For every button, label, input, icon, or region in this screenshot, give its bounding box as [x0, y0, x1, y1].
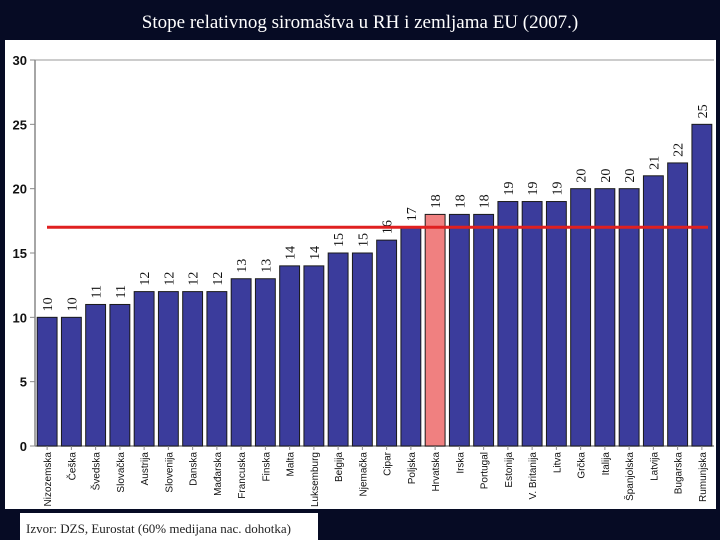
category-label: Latvija [649, 452, 660, 481]
bar-value-label: 20 [599, 169, 614, 183]
category-label: Italija [601, 452, 612, 476]
bar [60, 316, 82, 447]
category-label: Austrija [140, 452, 151, 486]
category-label: Njemačka [358, 452, 369, 497]
bar [303, 265, 325, 447]
bar-value-label: 15 [332, 233, 347, 247]
category-label: Slovačka [116, 452, 127, 493]
bar-value-label: 19 [502, 182, 517, 196]
bar [521, 201, 543, 447]
bar-value-label: 10 [41, 297, 56, 311]
left-frame [0, 40, 5, 540]
bar-value-label: 11 [114, 285, 129, 298]
bar-value-label: 25 [696, 104, 711, 118]
bar-value-label: 19 [526, 182, 541, 196]
category-label: Hrvatska [431, 452, 442, 492]
category-label: Grčka [577, 452, 588, 479]
bar-value-label: 12 [162, 272, 177, 286]
bar [157, 291, 179, 447]
bar-value-label: 17 [405, 207, 420, 221]
category-label: Portugal [480, 452, 491, 489]
category-label: Luksemburg [310, 452, 321, 507]
source-note: Izvor: DZS, Eurostat (60% medijana nac. … [26, 521, 291, 536]
bar [424, 213, 446, 447]
category-label: Slovenija [164, 452, 175, 493]
bar [85, 303, 107, 447]
bar [691, 123, 713, 447]
category-label: Mađarska [213, 452, 224, 496]
bar [497, 201, 519, 447]
bar [182, 291, 204, 447]
y-tick-label: 10 [13, 310, 27, 325]
bar-value-label: 13 [235, 259, 250, 273]
bar-chart: 0 5 10 15 20 25 30 10 Nizozemska 10 Češka 11 Švedska… [5, 40, 716, 509]
bar-value-label: 21 [647, 156, 662, 170]
bar-value-label: 14 [284, 246, 299, 260]
source-box [20, 513, 318, 540]
category-label: Belgija [334, 452, 345, 482]
bar [254, 278, 276, 447]
bar [133, 291, 155, 447]
category-label: V. Britanija [528, 452, 539, 500]
page-title: Stope relativnog siromaštva u RH i zemlj… [141, 12, 579, 33]
bar-value-label: 12 [138, 272, 153, 286]
category-label: Danska [189, 452, 200, 486]
category-label: Španjolska [623, 452, 636, 501]
category-label: Bugarska [674, 452, 685, 495]
category-label: Švedska [90, 452, 103, 491]
bar-value-label: 22 [672, 143, 687, 157]
bar [642, 175, 664, 447]
bar [206, 291, 228, 447]
bar-value-label: 14 [308, 246, 323, 260]
bar-value-label: 11 [90, 285, 105, 298]
bar [279, 265, 301, 447]
y-tick-label: 30 [13, 53, 27, 68]
y-tick-label: 25 [13, 117, 27, 132]
category-label: Irska [455, 452, 466, 474]
right-frame [716, 40, 720, 540]
category-label: Poljska [407, 452, 418, 485]
category-label: Malta [286, 452, 297, 477]
bar-value-label: 12 [211, 272, 226, 286]
category-label: Finska [261, 452, 272, 482]
bar [376, 239, 398, 447]
category-label: Češka [65, 452, 78, 481]
bar-value-label: 12 [187, 272, 202, 286]
bar [667, 162, 689, 447]
bar [109, 303, 131, 447]
bar-value-label: 20 [623, 169, 638, 183]
bar-value-label: 18 [453, 194, 468, 208]
bar-value-label: 15 [356, 233, 371, 247]
bar-value-label: 18 [429, 194, 444, 208]
bar [327, 252, 349, 447]
category-label: Nizozemska [43, 452, 54, 507]
y-tick-label: 0 [20, 439, 27, 454]
category-label: Francuska [237, 452, 248, 499]
bar [473, 213, 495, 447]
bar [36, 316, 58, 447]
category-label: Estonija [504, 452, 515, 488]
category-label: Cipar [383, 451, 394, 476]
y-tick-label: 20 [13, 182, 27, 197]
bar-value-label: 13 [259, 259, 274, 273]
bar-value-label: 19 [550, 182, 565, 196]
category-label: Rumunjska [698, 452, 709, 502]
y-tick-label: 5 [20, 375, 27, 390]
bar-value-label: 10 [65, 297, 80, 311]
bar [448, 213, 470, 447]
header-band [0, 0, 720, 40]
category-label: Litva [552, 452, 563, 474]
bar [545, 201, 567, 447]
y-tick-label: 15 [13, 246, 27, 261]
footer: Izvor: DZS, Eurostat (60% medijana nac. … [0, 509, 720, 540]
bar [400, 226, 422, 447]
bar-value-label: 20 [575, 169, 590, 183]
bar-value-label: 18 [478, 194, 493, 208]
bar [230, 278, 252, 447]
bar [351, 252, 373, 447]
